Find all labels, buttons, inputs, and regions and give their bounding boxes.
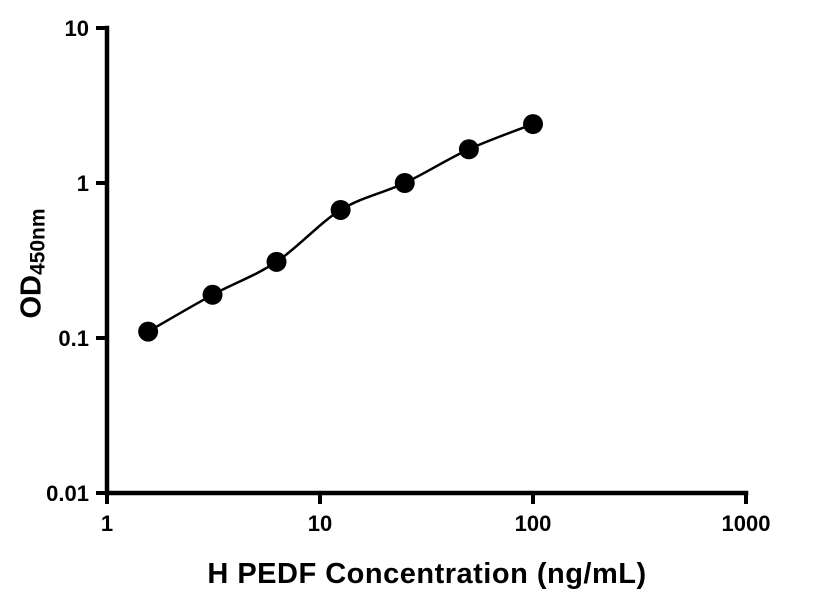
data-point	[202, 284, 223, 305]
data-point	[138, 321, 159, 342]
data-point	[330, 199, 351, 220]
data-point	[458, 139, 479, 160]
x-tick-label: 1000	[722, 511, 771, 536]
x-tick-label: 1	[101, 511, 113, 536]
y-tick-label: 10	[65, 16, 89, 41]
x-tick-label: 10	[308, 511, 332, 536]
y-tick-label: 0.01	[46, 481, 89, 506]
data-point	[523, 114, 543, 135]
y-tick-label: 0.1	[58, 326, 89, 351]
data-point	[394, 173, 415, 193]
x-tick-label: 100	[515, 511, 552, 536]
y-axis-title: OD450nm	[16, 114, 51, 414]
x-axis-title: H PEDF Concentration (ng/mL)	[207, 558, 647, 590]
y-tick-label: 1	[77, 171, 89, 196]
axis-frame	[104, 25, 749, 496]
y-axis-title-subscript: 450nm	[26, 208, 50, 276]
data-point	[266, 251, 287, 272]
y-axis-title-main: OD	[15, 275, 48, 319]
